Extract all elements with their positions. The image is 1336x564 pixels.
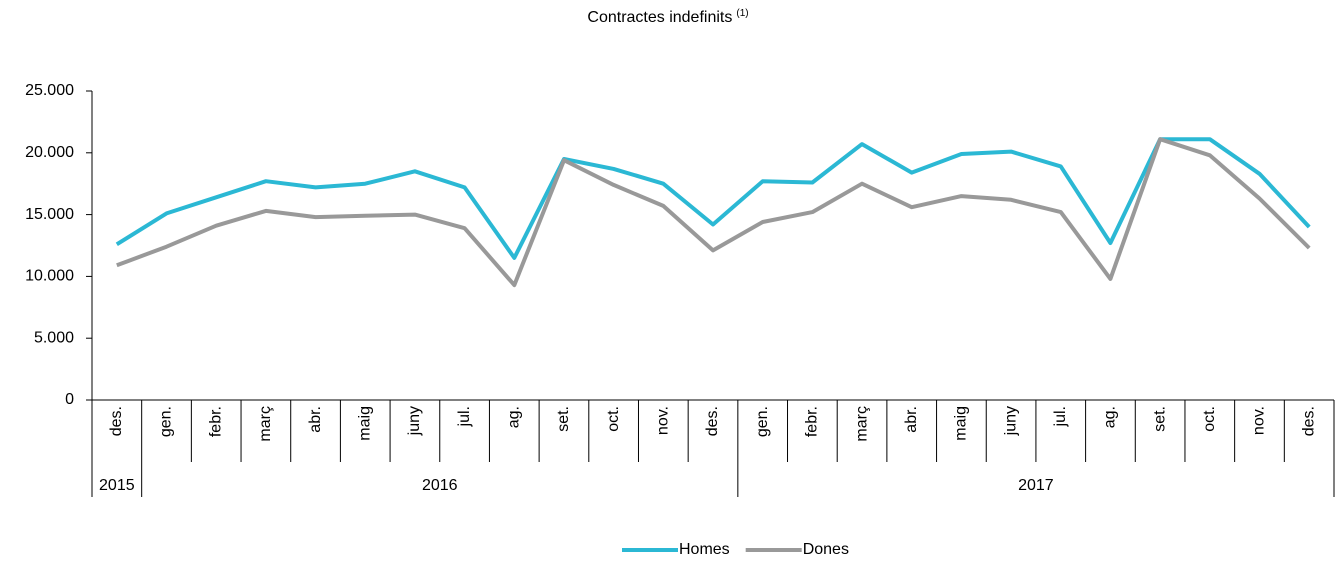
legend-label: Dones bbox=[803, 541, 849, 558]
x-tick-label: juny bbox=[1002, 406, 1019, 436]
x-tick-label: gen. bbox=[158, 406, 175, 437]
x-tick-label: set. bbox=[1151, 406, 1168, 432]
title-note: (1) bbox=[736, 8, 748, 19]
y-tick-label: 25.000 bbox=[25, 82, 74, 99]
chart-title: Contractes indefinits (1) bbox=[587, 8, 748, 27]
x-tick-label: gen. bbox=[754, 406, 771, 437]
x-tick-label: des. bbox=[1300, 406, 1317, 436]
year-label: 2015 bbox=[99, 477, 135, 494]
x-tick-label: nov. bbox=[1251, 406, 1268, 435]
x-tick-label: ag. bbox=[1102, 406, 1119, 428]
x-tick-label: oct. bbox=[1201, 406, 1218, 432]
x-tick-label: jul. bbox=[456, 406, 473, 427]
x-tick-label: maig bbox=[953, 406, 970, 441]
y-tick-label: 20.000 bbox=[25, 144, 74, 161]
x-tick-label: febr. bbox=[804, 406, 821, 437]
y-tick-label: 0 bbox=[65, 391, 74, 408]
legend-label: Homes bbox=[679, 541, 730, 558]
series-line bbox=[116, 137, 1311, 288]
x-tick-label: març bbox=[853, 406, 870, 442]
x-tick-label: març bbox=[257, 406, 274, 442]
x-tick-label: set. bbox=[555, 406, 572, 432]
x-tick-label: abr. bbox=[903, 406, 920, 433]
year-label: 2017 bbox=[1018, 477, 1054, 494]
y-tick-label: 10.000 bbox=[25, 268, 74, 285]
x-tick-label: ag. bbox=[505, 406, 522, 428]
year-label: 2016 bbox=[422, 477, 458, 494]
x-tick-label: oct. bbox=[605, 406, 622, 432]
series-line bbox=[115, 137, 1311, 260]
x-tick-label: maig bbox=[356, 406, 373, 441]
x-tick-label: jul. bbox=[1052, 406, 1069, 427]
y-tick-label: 15.000 bbox=[25, 206, 74, 223]
x-tick-label: juny bbox=[406, 406, 423, 436]
y-tick-label: 5.000 bbox=[34, 329, 74, 346]
x-tick-label: febr. bbox=[207, 406, 224, 437]
x-tick-label: des. bbox=[704, 406, 721, 436]
x-tick-label: des. bbox=[108, 406, 125, 436]
x-tick-label: abr. bbox=[307, 406, 324, 433]
x-tick-label: nov. bbox=[655, 406, 672, 435]
title-text: Contractes indefinits bbox=[587, 9, 732, 26]
